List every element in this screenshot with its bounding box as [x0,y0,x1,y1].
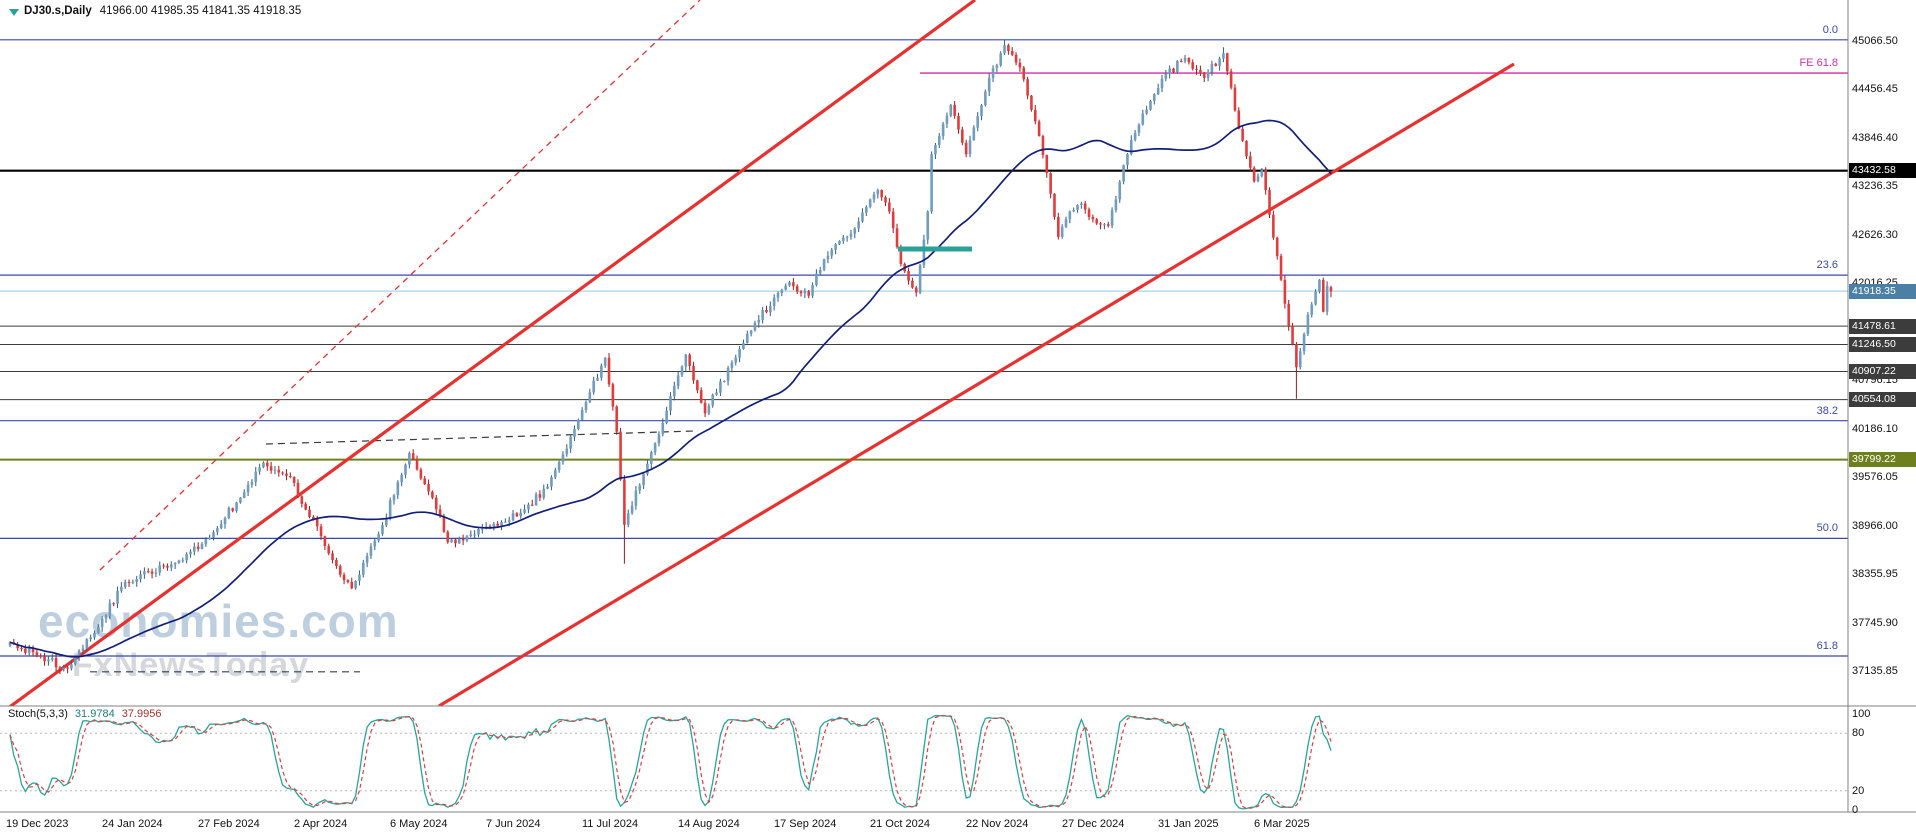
watermark-fxnewstoday: FxNewsToday [72,646,310,684]
stoch-d-line [9,714,1332,810]
price-axis-tick: 38966.00 [1852,519,1898,532]
fib-label-fe-61.8: FE 61.8 [1799,57,1838,70]
price-axis-tick: 38355.95 [1852,568,1898,581]
fib-label-50.0: 50.0 [1816,522,1838,535]
stoch-name: Stoch(5,3,3) [8,708,68,720]
chart-symbol-icon [9,9,19,16]
price-axis-tick: 43236.35 [1852,180,1898,193]
resistance-level-box: 43432.58 [1849,163,1916,179]
support-level-box: 41246.50 [1849,337,1916,352]
down-candle-wicks [13,43,1332,674]
stoch-scale-label: 100 [1852,708,1871,720]
price-axis-tick: 43846.40 [1852,131,1898,144]
date-label: 2 Apr 2024 [294,818,348,830]
stoch-indicator-label: Stoch(5,3,3) 31.9784 37.9956 [8,708,161,720]
stoch-scale-label: 80 [1852,727,1865,740]
ma-line [9,119,1332,658]
chart-chrome [0,0,1916,813]
up-candle-bodies [8,45,1329,670]
price-axis-tick: 42626.30 [1852,228,1898,241]
price-axis-tick: 37745.90 [1852,616,1898,629]
stochastic-layer [0,714,1848,810]
date-label: 11 Jul 2024 [582,818,639,830]
price-axis-tick: 45066.50 [1852,34,1898,47]
date-label: 21 Oct 2024 [870,818,930,830]
support-level-box: 40907.22 [1849,364,1916,379]
main-chart-layer [0,0,1848,706]
target-level-box: 39799.22 [1849,452,1916,468]
stoch-k-value: 31.9784 [74,708,115,720]
price-axis-tick: 37135.85 [1852,665,1898,678]
chart-header: DJ30.s,Daily 41966.00 41985.35 41841.35 4… [24,5,301,17]
fib-label-0.0: 0.0 [1822,23,1838,36]
stoch-d-value: 37.9956 [121,708,162,720]
date-label: 22 Nov 2024 [966,818,1029,830]
red-dashed-trendline [99,0,701,571]
support-level-box: 41478.61 [1849,318,1916,334]
price-axis-tick: 44456.45 [1852,83,1898,96]
watermark-economies: economies.com [38,595,399,647]
date-label: 24 Jan 2024 [102,818,163,830]
price-axis-tick: 40186.10 [1852,422,1898,435]
support-level-box: 40554.08 [1849,392,1916,408]
fib-label-38.2: 38.2 [1816,404,1838,417]
date-label: 6 May 2024 [390,818,448,830]
dashed-segment-1 [265,430,699,445]
current-price-box: 41918.35 [1849,283,1916,299]
red-channel-line-left [8,0,976,706]
stoch-scale-label: 20 [1852,784,1865,797]
date-label: 6 Mar 2025 [1254,818,1310,830]
date-label: 27 Dec 2024 [1062,818,1125,830]
date-label: 31 Jan 2025 [1158,818,1219,830]
date-label: 27 Feb 2024 [198,818,260,830]
date-label: 14 Aug 2024 [678,818,740,830]
price-axis-tick: 39576.05 [1852,471,1898,484]
ohlc-readout: 41966.00 41985.35 41841.35 41918.35 [99,5,302,17]
red-channel-line-right [438,62,1515,706]
date-label: 17 Sep 2024 [774,818,837,830]
stoch-k-line [9,714,1332,810]
symbol-timeframe: DJ30.s,Daily [24,5,92,17]
date-label: 19 Dec 2023 [6,818,69,830]
date-label: 7 Jun 2024 [486,818,541,830]
fib-label-23.6: 23.6 [1816,259,1838,272]
up-candle-wicks [9,39,1328,672]
fib-label-61.8: 61.8 [1816,640,1838,652]
stoch-scale-label: 0 [1852,804,1859,816]
